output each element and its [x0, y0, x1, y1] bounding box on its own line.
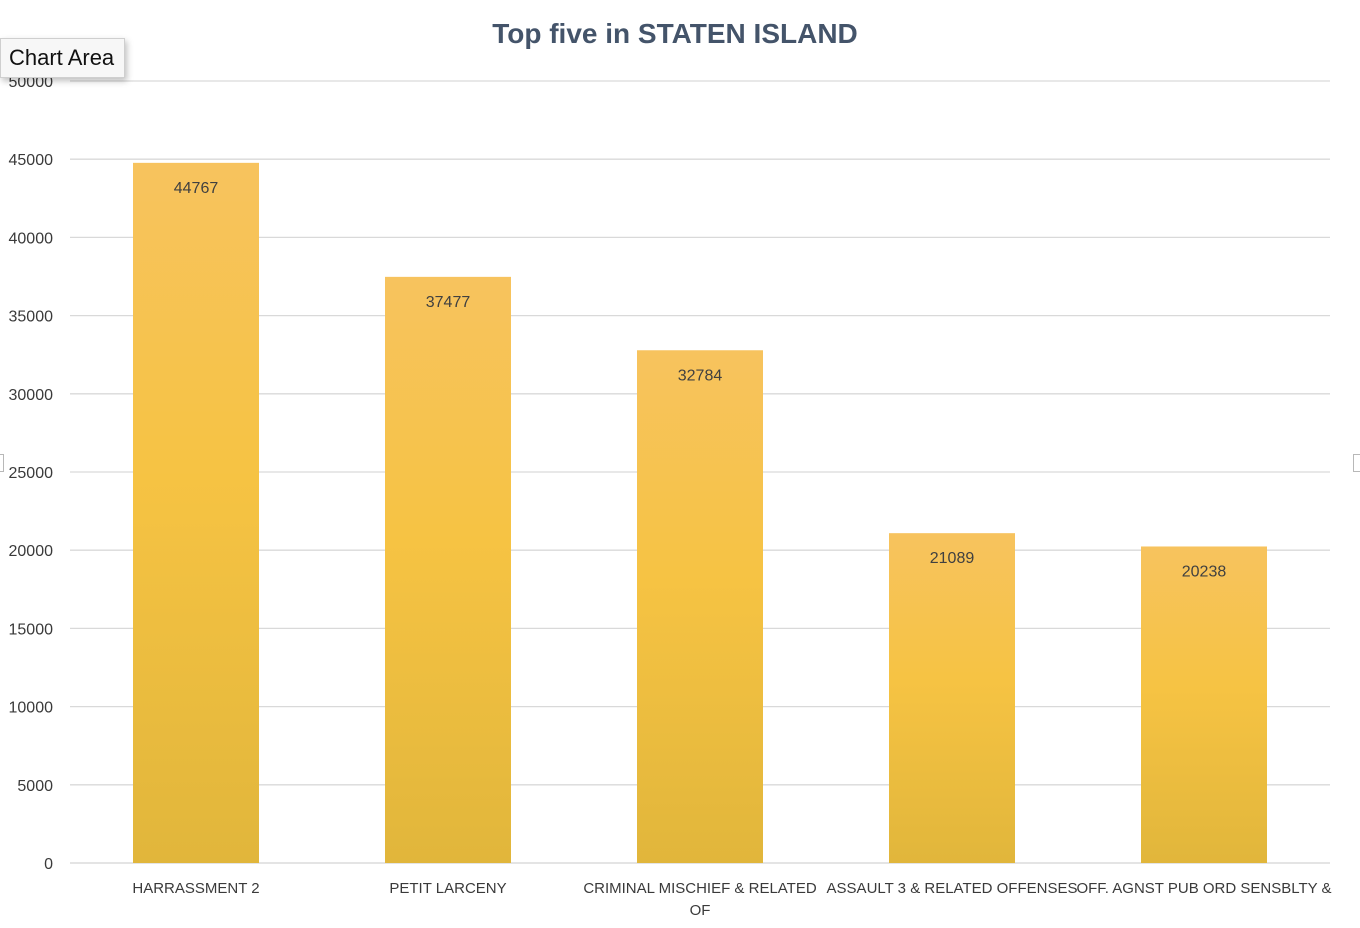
- y-tick-label: 40000: [9, 230, 54, 247]
- data-label: 21089: [930, 550, 975, 567]
- x-tick-label: HARRASSMENT 2: [132, 880, 259, 897]
- y-tick-label: 35000: [9, 309, 54, 326]
- x-tick-label: CRIMINAL MISCHIEF & RELATED: [583, 880, 817, 897]
- y-tick-label: 30000: [9, 387, 54, 404]
- y-tick-label: 25000: [9, 465, 54, 482]
- chart-area-tooltip: Chart Area: [0, 38, 126, 78]
- y-tick-label: 15000: [9, 621, 54, 638]
- data-label: 44767: [174, 180, 219, 197]
- data-label: 32784: [678, 367, 723, 384]
- bar-4[interactable]: [889, 533, 1015, 863]
- y-tick-label: 0: [44, 856, 53, 873]
- y-tick-label: 45000: [9, 152, 54, 169]
- data-label: 37477: [426, 294, 471, 311]
- x-axis: HARRASSMENT 2 PETIT LARCENY CRIMINAL MISCH…: [132, 880, 1331, 919]
- data-label: 20238: [1182, 563, 1227, 580]
- bar-5[interactable]: [1141, 546, 1267, 863]
- x-tick-label: PETIT LARCENY: [389, 880, 506, 897]
- y-tick-label: 10000: [9, 700, 54, 717]
- y-tick-label: 50000: [9, 74, 54, 91]
- bar-3[interactable]: [637, 350, 763, 863]
- y-tick-label: 5000: [17, 778, 53, 795]
- chart-title[interactable]: Top five in STATEN ISLAND: [492, 18, 858, 49]
- x-tick-label: OFF. AGNST PUB ORD SENSBLTY &: [1076, 880, 1331, 897]
- x-tick-label: OF: [690, 902, 711, 919]
- bar-1[interactable]: [133, 162, 259, 863]
- right-resize-handle[interactable]: [1353, 454, 1360, 472]
- left-resize-handle[interactable]: [0, 454, 4, 472]
- data-labels: 44767 37477 32784 21089 20238: [174, 180, 1227, 581]
- x-tick-label: ASSAULT 3 & RELATED OFFENSES: [827, 880, 1078, 897]
- bars: [133, 162, 1267, 863]
- bar-2[interactable]: [385, 276, 511, 863]
- y-tick-label: 20000: [9, 543, 54, 560]
- y-axis: 0 5000 10000 15000 20000 25000 30000 35000 40000…: [9, 74, 54, 873]
